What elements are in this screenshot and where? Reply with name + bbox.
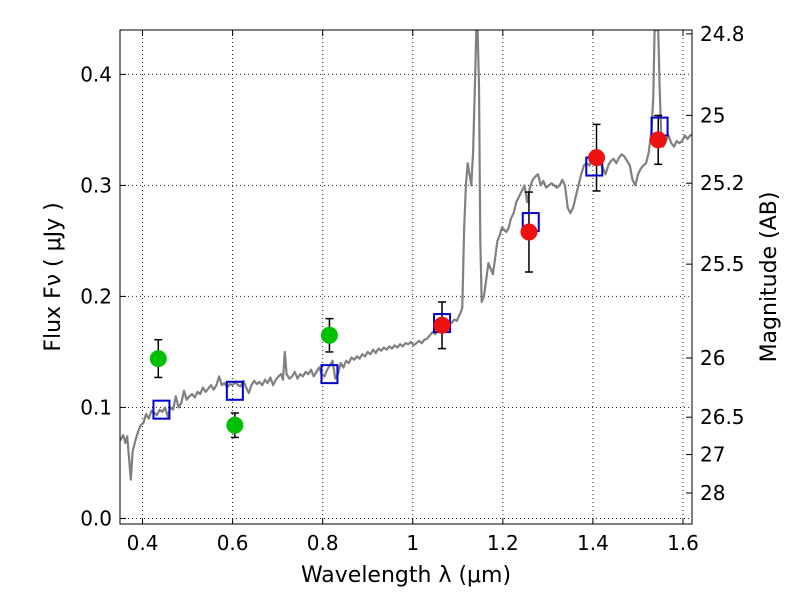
right-tick-label: 25.5 [700,252,745,276]
observed-data-point [649,131,667,149]
right-tick-label: 26.5 [700,405,745,429]
x-tick-label: 0.6 [217,531,249,555]
observed-data-point [226,416,244,434]
x-tick-label: 0.8 [307,531,339,555]
right-tick-label: 27 [700,443,725,467]
right-tick-label: 26 [700,346,725,370]
x-tick-label: 1.4 [577,531,609,555]
x-tick-label: 1.2 [487,531,519,555]
right-tick-label: 24.8 [700,22,745,46]
plot-area [120,30,692,481]
model-square-marker [320,364,339,385]
right-axis-label: Magnitude (AB) [757,192,782,363]
observed-data-point [149,350,167,368]
observed-data-point [588,149,606,167]
model-square-marker [152,399,171,420]
y-tick-label: 0.3 [80,173,112,197]
y-tick-label: 0.0 [80,506,112,530]
observed-data-point [320,326,338,344]
grid-lines [120,30,692,524]
x-tick-label: 1 [406,531,419,555]
y-axis-label: Flux Fν ( μJy ) [41,202,66,351]
right-tick-label: 25.2 [700,171,745,195]
model-square-marker [225,380,244,401]
axes-frame [119,29,693,525]
y-tick-label: 0.4 [80,62,112,86]
y-tick-label: 0.2 [80,284,112,308]
observed-data-point [433,316,451,334]
plot-series [120,30,692,481]
y-tick-label: 0.1 [80,395,112,419]
x-tick-label: 1.6 [667,531,699,555]
x-axis-label: Wavelength λ (μm) [301,563,511,588]
observed-data-point [520,223,538,241]
spectrum-line [120,30,692,481]
axis-ticks: 0.4 0.6 0.8 1 1.2 1.4 1.6 0.0 0.1 0.2 0.3 0.4 24.8 25… [80,22,744,555]
right-tick-label: 28 [700,481,725,505]
x-tick-label: 0.4 [127,531,159,555]
right-tick-label: 25 [700,103,725,127]
